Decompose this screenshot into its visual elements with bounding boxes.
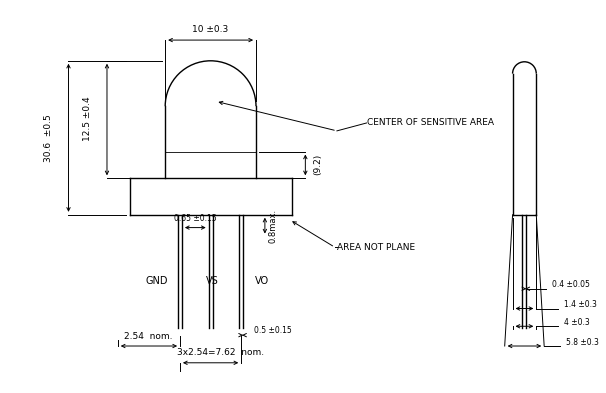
Text: AREA NOT PLANE: AREA NOT PLANE: [337, 243, 415, 252]
Text: 5.8 ±0.3: 5.8 ±0.3: [566, 338, 599, 347]
Text: 3x2.54=7.62  nom.: 3x2.54=7.62 nom.: [177, 349, 264, 357]
Text: 2.54  nom.: 2.54 nom.: [124, 332, 173, 341]
Text: 4 ±0.3: 4 ±0.3: [564, 318, 590, 327]
Text: 0.65 ±0.15: 0.65 ±0.15: [173, 214, 216, 223]
Text: 0.4 ±0.05: 0.4 ±0.05: [552, 280, 590, 289]
Text: 0.5 ±0.15: 0.5 ±0.15: [254, 326, 291, 335]
Text: 12.5 ±0.4: 12.5 ±0.4: [83, 97, 92, 141]
Text: GND: GND: [145, 276, 168, 286]
Text: 0.8max.: 0.8max.: [268, 209, 278, 242]
Text: 10 ±0.3: 10 ±0.3: [193, 25, 228, 34]
Text: VO: VO: [255, 276, 269, 286]
Text: 30.6  ±0.5: 30.6 ±0.5: [44, 114, 53, 162]
Text: 1.4 ±0.3: 1.4 ±0.3: [564, 300, 597, 309]
Text: VS: VS: [206, 276, 219, 286]
Text: (9.2): (9.2): [314, 154, 322, 175]
Text: CENTER OF SENSITIVE AREA: CENTER OF SENSITIVE AREA: [367, 118, 493, 127]
